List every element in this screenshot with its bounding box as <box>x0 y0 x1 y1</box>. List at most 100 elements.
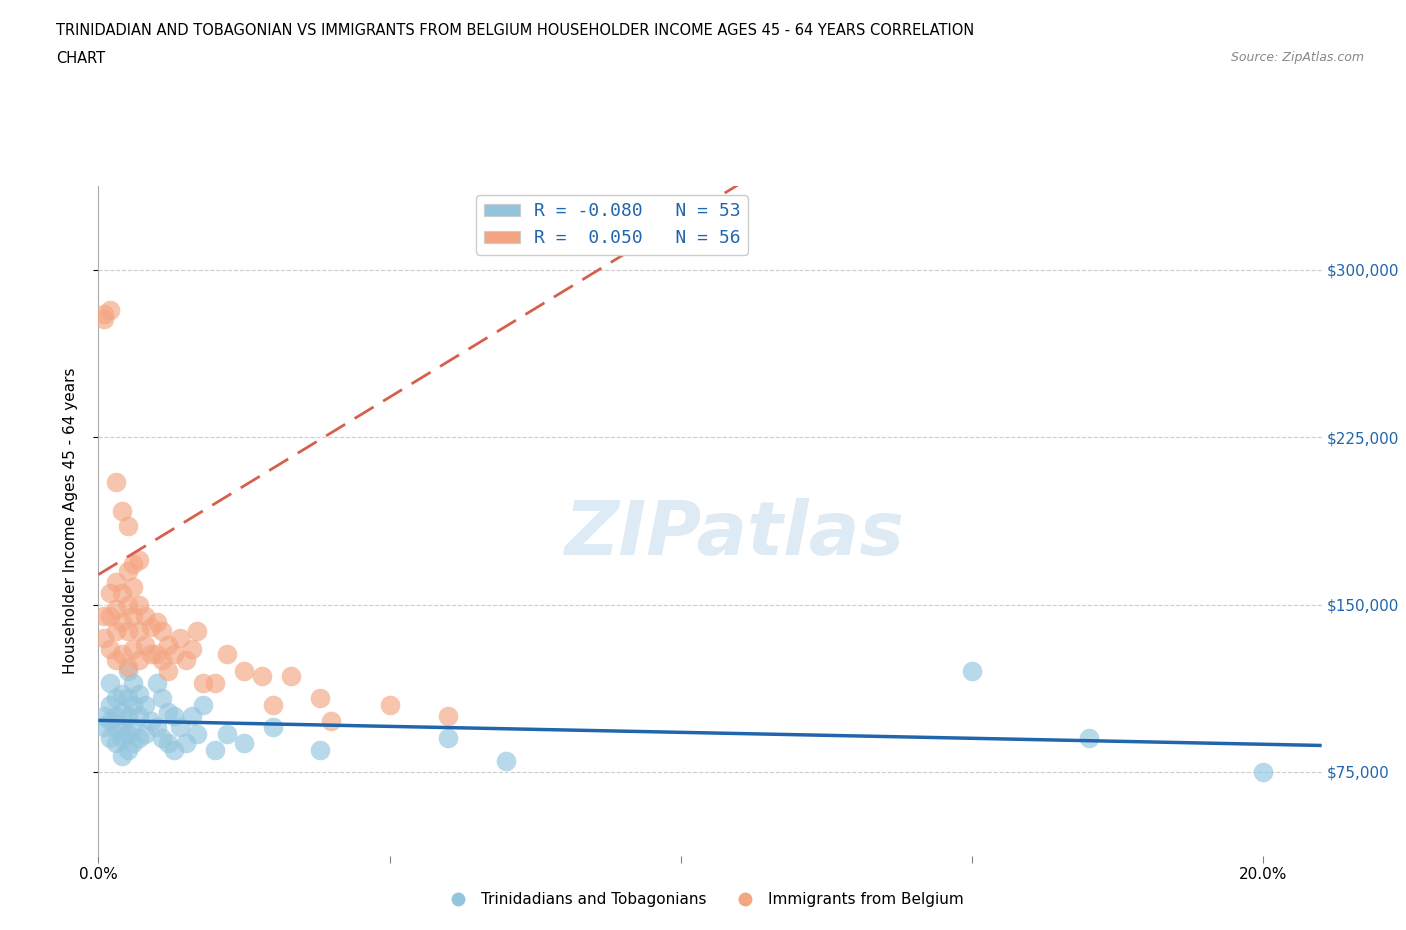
Point <box>117 624 139 639</box>
Point <box>128 731 150 746</box>
Point <box>437 709 460 724</box>
Text: ZIPatlas: ZIPatlas <box>564 498 904 571</box>
Point <box>117 709 139 724</box>
Point <box>145 615 167 630</box>
Point <box>134 698 156 712</box>
Legend: R = -0.080   N = 53, R =  0.050   N = 56: R = -0.080 N = 53, R = 0.050 N = 56 <box>477 195 748 255</box>
Point <box>169 720 191 735</box>
Point <box>163 646 186 661</box>
Point <box>122 579 145 594</box>
Point <box>104 720 127 735</box>
Point <box>111 586 134 601</box>
Point <box>93 307 115 322</box>
Point <box>104 575 127 590</box>
Point <box>169 631 191 645</box>
Point <box>134 608 156 623</box>
Point <box>152 731 174 746</box>
Point <box>163 709 186 724</box>
Point <box>98 698 121 712</box>
Point <box>204 742 226 757</box>
Point <box>117 659 139 674</box>
Point <box>321 713 343 728</box>
Point <box>111 646 134 661</box>
Point <box>104 602 127 617</box>
Point <box>437 731 460 746</box>
Point <box>111 704 134 719</box>
Point <box>134 637 156 652</box>
Point <box>139 646 162 661</box>
Point <box>157 637 180 652</box>
Point <box>152 653 174 668</box>
Point <box>111 615 134 630</box>
Point <box>215 646 238 661</box>
Point <box>122 642 145 657</box>
Point <box>93 312 115 326</box>
Point <box>111 503 134 518</box>
Point <box>93 709 115 724</box>
Point <box>104 653 127 668</box>
Point <box>495 753 517 768</box>
Point <box>98 642 121 657</box>
Point <box>122 675 145 690</box>
Point <box>157 704 180 719</box>
Point <box>193 675 215 690</box>
Point <box>180 709 202 724</box>
Point <box>117 691 139 706</box>
Point <box>262 720 284 735</box>
Point <box>139 619 162 634</box>
Point <box>145 720 167 735</box>
Point <box>1077 731 1099 746</box>
Point <box>174 736 197 751</box>
Point <box>122 608 145 623</box>
Point <box>157 736 180 751</box>
Point <box>98 675 121 690</box>
Point <box>117 519 139 534</box>
Point <box>233 664 256 679</box>
Point <box>128 653 150 668</box>
Point <box>93 720 115 735</box>
Point <box>308 691 330 706</box>
Point <box>122 557 145 572</box>
Point <box>152 624 174 639</box>
Point <box>128 597 150 612</box>
Text: TRINIDADIAN AND TOBAGONIAN VS IMMIGRANTS FROM BELGIUM HOUSEHOLDER INCOME AGES 45: TRINIDADIAN AND TOBAGONIAN VS IMMIGRANTS… <box>56 23 974 38</box>
Point <box>134 726 156 741</box>
Point <box>193 698 215 712</box>
Point <box>117 726 139 741</box>
Point <box>145 675 167 690</box>
Point <box>378 698 401 712</box>
Point <box>128 709 150 724</box>
Point <box>174 653 197 668</box>
Point <box>280 669 302 684</box>
Point <box>152 691 174 706</box>
Point <box>117 597 139 612</box>
Point <box>122 698 145 712</box>
Point <box>308 742 330 757</box>
Point <box>233 736 256 751</box>
Point <box>104 474 127 489</box>
Point <box>128 624 150 639</box>
Point <box>117 664 139 679</box>
Point <box>104 709 127 724</box>
Point <box>204 675 226 690</box>
Point <box>111 749 134 764</box>
Point <box>186 624 208 639</box>
Point <box>117 742 139 757</box>
Point <box>128 552 150 567</box>
Point <box>180 642 202 657</box>
Text: Source: ZipAtlas.com: Source: ZipAtlas.com <box>1230 51 1364 64</box>
Point <box>215 726 238 741</box>
Point <box>98 302 121 317</box>
Point <box>157 664 180 679</box>
Text: CHART: CHART <box>56 51 105 66</box>
Point <box>104 736 127 751</box>
Point <box>104 624 127 639</box>
Point <box>186 726 208 741</box>
Point <box>98 608 121 623</box>
Point <box>104 691 127 706</box>
Point <box>145 646 167 661</box>
Point <box>111 720 134 735</box>
Point <box>122 736 145 751</box>
Legend: Trinidadians and Tobagonians, Immigrants from Belgium: Trinidadians and Tobagonians, Immigrants… <box>437 886 969 913</box>
Point <box>122 720 145 735</box>
